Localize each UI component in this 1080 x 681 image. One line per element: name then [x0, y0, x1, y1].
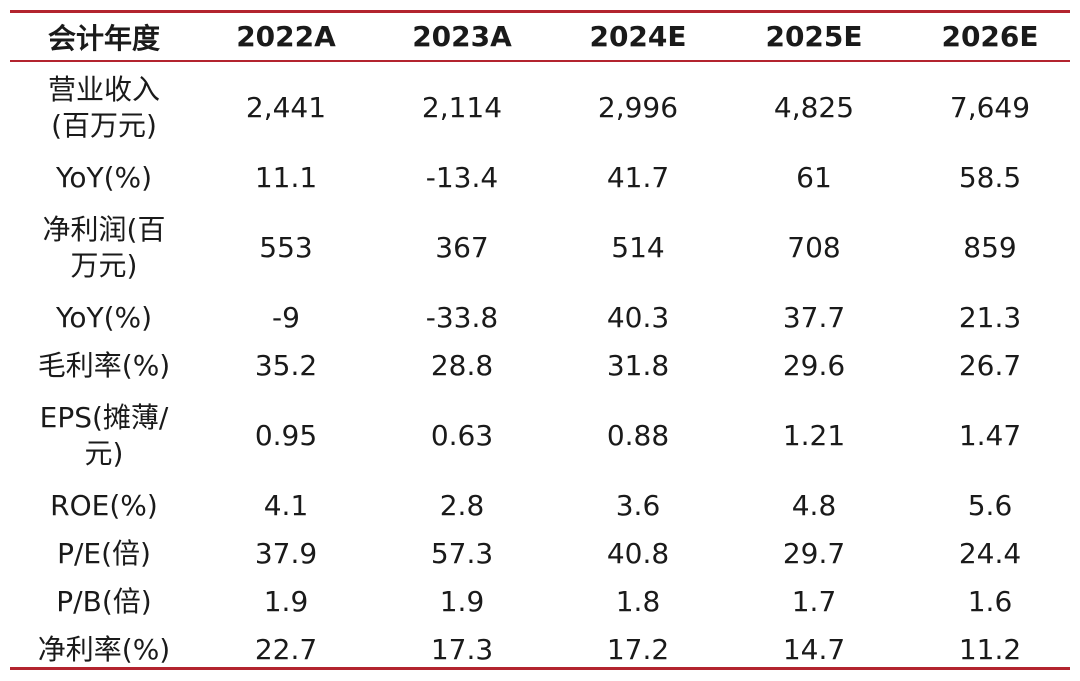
cell-value: 0.88: [606, 419, 670, 452]
cell-value: 22.7: [254, 633, 318, 666]
cell-value: 514: [611, 231, 665, 264]
cell-value: 37.7: [782, 301, 846, 334]
cell-value: 24.4: [958, 537, 1022, 570]
cell-value: 28.8: [430, 349, 494, 382]
table-row: 净利率(%) 22.7 17.3 17.2 14.7 11.2: [10, 626, 1078, 674]
cell-value: 1.47: [958, 419, 1022, 452]
top-rule: [10, 10, 1070, 13]
cell-value: 4.1: [263, 489, 309, 522]
cell-value: 367: [435, 231, 489, 264]
cell-value: 5.6: [967, 489, 1013, 522]
cell-value: 2,996: [597, 91, 679, 124]
cell-value: 4,825: [773, 91, 855, 124]
cell-value: 40.3: [606, 301, 670, 334]
row-label: ROE(%): [50, 489, 158, 522]
row-label: 毛利率(%): [37, 349, 171, 382]
cell-value: 11.2: [958, 633, 1022, 666]
cell-value: 17.2: [606, 633, 670, 666]
cell-value: 0.63: [430, 419, 494, 452]
header-year: 2023A: [412, 20, 512, 53]
header-label: 会计年度: [47, 21, 160, 55]
header-row: 会计年度 2022A 2023A 2024E 2025E 2026E: [10, 13, 1078, 60]
cell-value: 21.3: [958, 301, 1022, 334]
table-row: YoY(%) 11.1 -13.4 41.7 61 58.5: [10, 154, 1078, 202]
header-year: 2025E: [765, 20, 863, 53]
cell-value: 1.21: [782, 419, 846, 452]
cell-value: 14.7: [782, 633, 846, 666]
cell-value: 61: [796, 161, 832, 194]
cell-value: 1.6: [967, 585, 1013, 618]
table-row: 毛利率(%) 35.2 28.8 31.8 29.6 26.7: [10, 342, 1078, 390]
row-label: P/E(倍): [57, 537, 151, 570]
header-year: 2026E: [941, 20, 1039, 53]
cell-value: 1.7: [791, 585, 837, 618]
cell-value: 0.95: [254, 419, 318, 452]
cell-value: 17.3: [430, 633, 494, 666]
table-row: EPS(摊薄/元) 0.95 0.63 0.88 1.21 1.47: [10, 390, 1078, 482]
header-year: 2024E: [589, 20, 687, 53]
cell-value: -13.4: [425, 161, 499, 194]
cell-value: 2.8: [439, 489, 485, 522]
cell-value: 7,649: [949, 91, 1031, 124]
bottom-rule: [10, 667, 1070, 670]
cell-value: -33.8: [425, 301, 499, 334]
row-label: P/B(倍): [56, 585, 152, 618]
table-row: YoY(%) -9 -33.8 40.3 37.7 21.3: [10, 294, 1078, 342]
cell-value: 708: [787, 231, 841, 264]
row-label: YoY(%): [55, 301, 153, 334]
cell-value: 41.7: [606, 161, 670, 194]
cell-value: 4.8: [791, 489, 837, 522]
cell-value: 11.1: [254, 161, 318, 194]
table-row: P/E(倍) 37.9 57.3 40.8 29.7 24.4: [10, 530, 1078, 578]
cell-value: 31.8: [606, 349, 670, 382]
cell-value: 1.9: [439, 585, 485, 618]
cell-value: 1.8: [615, 585, 661, 618]
cell-value: -9: [272, 301, 300, 334]
data-table: 会计年度 2022A 2023A 2024E 2025E 2026E 营业收入(…: [10, 13, 1078, 674]
cell-value: 2,441: [245, 91, 327, 124]
cell-value: 859: [963, 231, 1017, 264]
row-label: 净利率(%): [37, 633, 171, 666]
cell-value: 1.9: [263, 585, 309, 618]
cell-value: 58.5: [958, 161, 1022, 194]
header-rule: [10, 60, 1070, 62]
cell-value: 29.7: [782, 537, 846, 570]
cell-value: 26.7: [958, 349, 1022, 382]
row-label: 净利润(百 万元): [42, 213, 166, 282]
cell-value: 29.6: [782, 349, 846, 382]
table-row: P/B(倍) 1.9 1.9 1.8 1.7 1.6: [10, 578, 1078, 626]
cell-value: 35.2: [254, 349, 318, 382]
row-label: YoY(%): [55, 161, 153, 194]
table-row: 净利润(百 万元) 553 367 514 708 859: [10, 202, 1078, 294]
table-row: 营业收入 (百万元) 2,441 2,114 2,996 4,825 7,649: [10, 62, 1078, 154]
cell-value: 37.9: [254, 537, 318, 570]
cell-value: 57.3: [430, 537, 494, 570]
cell-value: 40.8: [606, 537, 670, 570]
table-row: ROE(%) 4.1 2.8 3.6 4.8 5.6: [10, 482, 1078, 530]
row-label: 营业收入 (百万元): [47, 73, 160, 142]
row-label: EPS(摊薄/元): [39, 401, 169, 470]
cell-value: 2,114: [421, 91, 503, 124]
header-year: 2022A: [236, 20, 336, 53]
cell-value: 553: [259, 231, 313, 264]
cell-value: 3.6: [615, 489, 661, 522]
